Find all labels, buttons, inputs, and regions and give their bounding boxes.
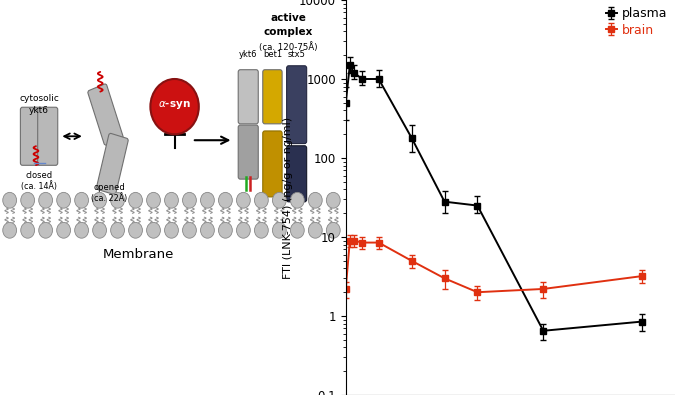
Circle shape [327, 192, 340, 208]
FancyBboxPatch shape [287, 146, 306, 202]
FancyBboxPatch shape [287, 66, 306, 143]
FancyBboxPatch shape [88, 84, 123, 145]
Circle shape [182, 222, 196, 238]
Circle shape [200, 222, 215, 238]
Text: ykt6: ykt6 [239, 50, 257, 59]
Circle shape [182, 192, 196, 208]
Circle shape [236, 222, 250, 238]
Circle shape [200, 192, 215, 208]
Text: bet1: bet1 [263, 50, 282, 59]
Circle shape [21, 192, 34, 208]
Circle shape [111, 192, 124, 208]
Circle shape [75, 222, 88, 238]
Circle shape [3, 222, 17, 238]
FancyBboxPatch shape [238, 125, 259, 179]
Circle shape [129, 222, 142, 238]
Circle shape [57, 192, 70, 208]
Text: opened: opened [93, 183, 125, 192]
Circle shape [254, 222, 268, 238]
FancyBboxPatch shape [238, 70, 259, 124]
Circle shape [92, 192, 107, 208]
Circle shape [146, 192, 161, 208]
Circle shape [21, 222, 34, 238]
Circle shape [219, 192, 232, 208]
Circle shape [273, 222, 286, 238]
Text: closed: closed [26, 171, 53, 180]
FancyBboxPatch shape [38, 107, 58, 165]
Circle shape [327, 222, 340, 238]
Circle shape [111, 222, 124, 238]
Circle shape [129, 192, 142, 208]
Circle shape [151, 79, 199, 134]
Text: (ca. 22Å): (ca. 22Å) [90, 193, 127, 203]
Text: (ca. 120-75Å): (ca. 120-75Å) [259, 42, 318, 52]
Circle shape [3, 192, 17, 208]
FancyBboxPatch shape [20, 107, 40, 165]
Text: cytosolic: cytosolic [19, 94, 59, 103]
Text: $\alpha$-syn: $\alpha$-syn [158, 99, 191, 111]
Circle shape [236, 192, 250, 208]
Circle shape [290, 192, 304, 208]
Circle shape [75, 192, 88, 208]
Circle shape [165, 222, 178, 238]
Y-axis label: FTI (LNK-754) (ng/g or ng/ml): FTI (LNK-754) (ng/g or ng/ml) [284, 117, 294, 278]
Circle shape [57, 222, 70, 238]
Circle shape [290, 222, 304, 238]
Circle shape [273, 192, 286, 208]
Text: complex: complex [264, 27, 313, 38]
Text: active: active [271, 13, 306, 23]
Text: stx5: stx5 [288, 50, 306, 59]
Text: ykt6: ykt6 [29, 106, 49, 115]
Circle shape [38, 222, 53, 238]
Circle shape [254, 192, 268, 208]
Circle shape [165, 192, 178, 208]
Circle shape [219, 222, 232, 238]
FancyBboxPatch shape [263, 70, 282, 124]
Circle shape [308, 222, 322, 238]
Circle shape [308, 192, 322, 208]
Text: Membrane: Membrane [103, 248, 174, 261]
Circle shape [38, 192, 53, 208]
Circle shape [146, 222, 161, 238]
Circle shape [92, 222, 107, 238]
FancyBboxPatch shape [97, 134, 128, 194]
Text: (ca. 14Å): (ca. 14Å) [21, 182, 57, 191]
FancyBboxPatch shape [263, 131, 282, 197]
Legend: plasma, brain: plasma, brain [601, 2, 672, 41]
